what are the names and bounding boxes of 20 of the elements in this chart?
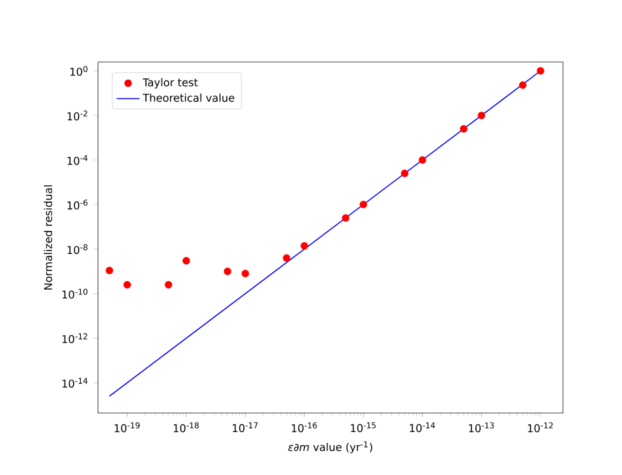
x-tick-label: 10$^{-17}$ bbox=[232, 422, 258, 432]
y-tick-label: 10$^{-2}$ bbox=[68, 110, 88, 120]
x-tick-label: 10$^{-14}$ bbox=[410, 422, 435, 432]
y-tick-label: 10$^{0}$ bbox=[70, 66, 88, 76]
x-tick-label: 10$^{-18}$ bbox=[174, 422, 199, 432]
x-tick-label: 10$^{-16}$ bbox=[292, 422, 317, 432]
y-axis-title: Normalized residual bbox=[44, 185, 52, 290]
x-tick-label: 10$^{-19}$ bbox=[114, 422, 140, 432]
y-tick-label: 10$^{-8}$ bbox=[68, 244, 88, 254]
y-tick-label: 10$^{-6}$ bbox=[68, 200, 88, 210]
y-tick-label: 10$^{-12}$ bbox=[62, 333, 88, 344]
x-tick-label: 10$^{-15}$ bbox=[350, 422, 376, 432]
legend-label: Taylor test bbox=[142, 78, 198, 88]
y-tick-label: 10$^{-4}$ bbox=[68, 155, 88, 165]
legend-label: Theoretical value bbox=[142, 94, 234, 102]
x-tick-label: 10$^{-13}$ bbox=[469, 422, 494, 432]
y-tick-label: 10$^{-10}$ bbox=[62, 288, 88, 299]
x-tick-label: 10$^{-12}$ bbox=[528, 422, 553, 432]
x-axis-title: ε∂m value (yr$^{-1}$) bbox=[288, 441, 372, 454]
y-tick-label: 10$^{-14}$ bbox=[62, 378, 88, 388]
